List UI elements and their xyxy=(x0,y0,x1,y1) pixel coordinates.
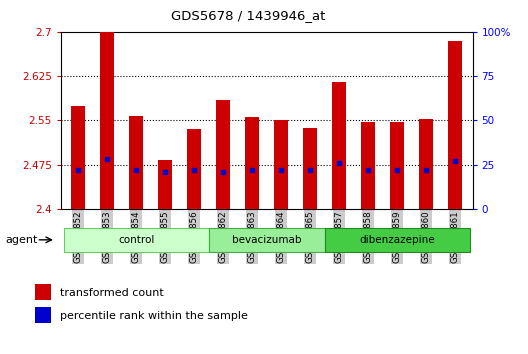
Bar xyxy=(245,117,259,209)
Text: percentile rank within the sample: percentile rank within the sample xyxy=(60,310,248,321)
Bar xyxy=(216,100,230,209)
Bar xyxy=(274,120,288,209)
Text: bevacizumab: bevacizumab xyxy=(232,235,301,245)
Bar xyxy=(71,105,86,209)
Bar xyxy=(361,121,375,209)
Bar xyxy=(419,119,433,209)
Bar xyxy=(332,82,346,209)
Bar xyxy=(129,116,144,209)
Text: transformed count: transformed count xyxy=(60,287,164,298)
FancyBboxPatch shape xyxy=(209,228,325,252)
Text: dibenzazepine: dibenzazepine xyxy=(360,235,435,245)
FancyBboxPatch shape xyxy=(325,228,470,252)
Bar xyxy=(303,128,317,209)
Bar xyxy=(187,129,201,209)
FancyBboxPatch shape xyxy=(63,228,209,252)
Text: control: control xyxy=(118,235,154,245)
Bar xyxy=(35,284,51,300)
Text: GDS5678 / 1439946_at: GDS5678 / 1439946_at xyxy=(171,9,325,22)
Bar xyxy=(35,307,51,324)
Bar xyxy=(158,160,172,209)
Text: agent: agent xyxy=(5,235,37,245)
Bar xyxy=(448,41,463,209)
Bar xyxy=(100,32,115,209)
Bar xyxy=(390,121,404,209)
